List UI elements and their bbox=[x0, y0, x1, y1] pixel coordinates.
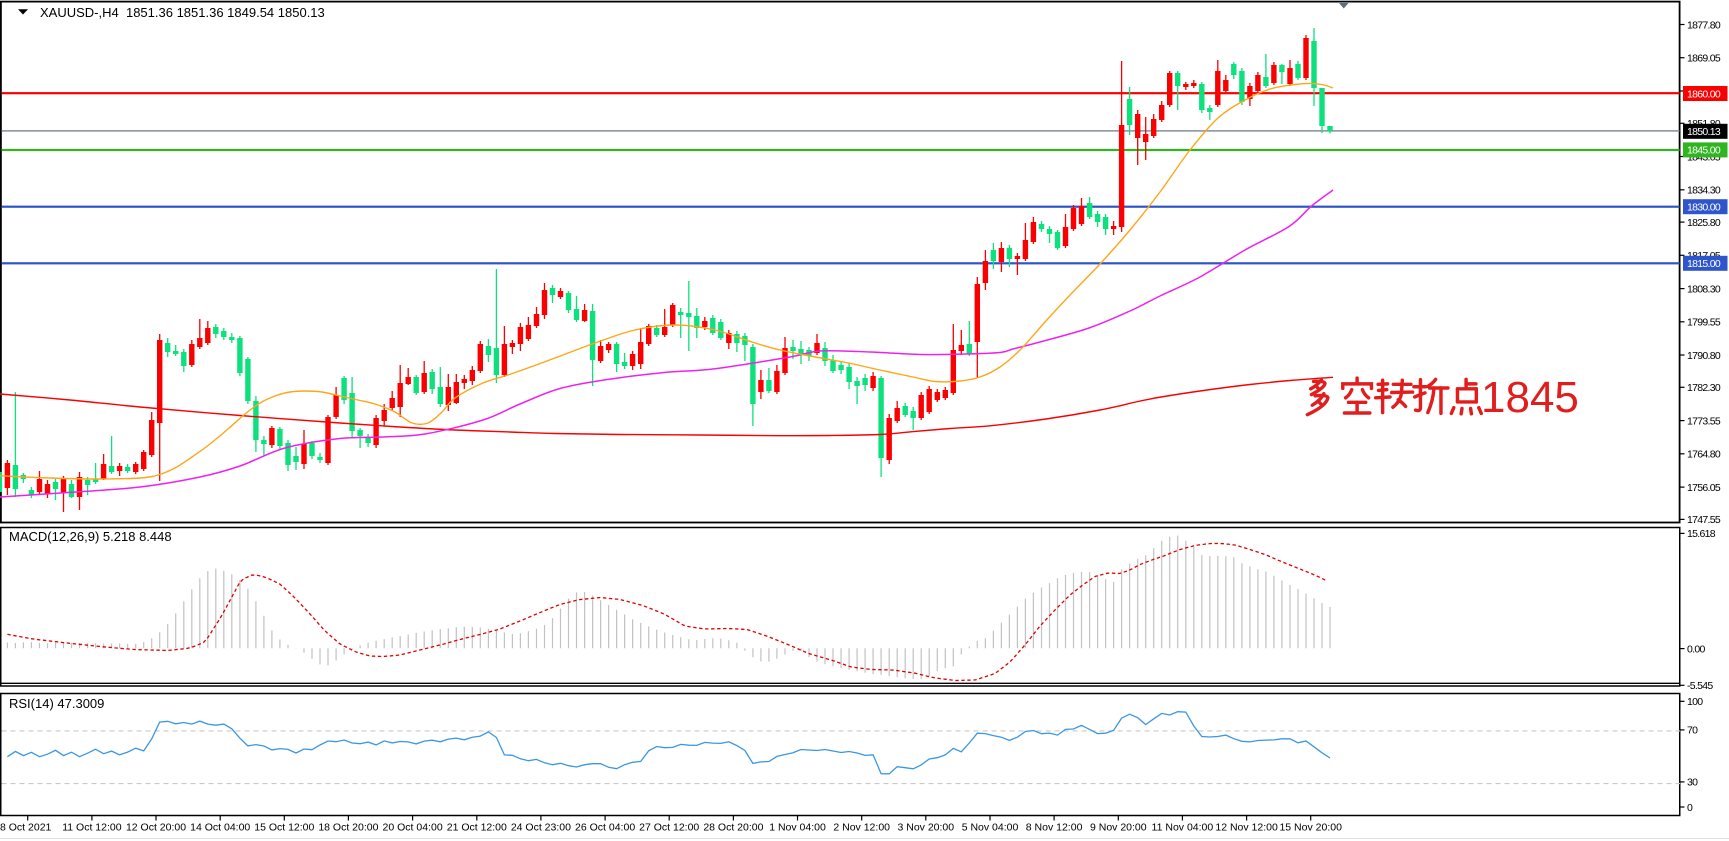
svg-text:27 Oct 12:00: 27 Oct 12:00 bbox=[639, 822, 699, 834]
svg-text:1790.80: 1790.80 bbox=[1687, 350, 1721, 362]
svg-text:70: 70 bbox=[1687, 725, 1698, 737]
svg-text:9 Nov 20:00: 9 Nov 20:00 bbox=[1090, 822, 1147, 834]
svg-text:26 Oct 04:00: 26 Oct 04:00 bbox=[575, 822, 635, 834]
svg-text:1877.80: 1877.80 bbox=[1687, 19, 1721, 31]
svg-text:3 Nov 20:00: 3 Nov 20:00 bbox=[897, 822, 954, 834]
svg-text:RSI(14) 47.3009: RSI(14) 47.3009 bbox=[9, 696, 104, 711]
svg-text:1815.00: 1815.00 bbox=[1687, 258, 1721, 270]
svg-text:11 Oct 12:00: 11 Oct 12:00 bbox=[62, 822, 122, 834]
svg-text:1834.30: 1834.30 bbox=[1687, 185, 1721, 197]
svg-text:1747.55: 1747.55 bbox=[1687, 514, 1721, 526]
svg-text:11 Nov 04:00: 11 Nov 04:00 bbox=[1152, 822, 1214, 834]
svg-text:1799.55: 1799.55 bbox=[1687, 317, 1721, 329]
svg-text:1808.30: 1808.30 bbox=[1687, 283, 1721, 295]
svg-text:24 Oct 23:00: 24 Oct 23:00 bbox=[511, 822, 571, 834]
svg-text:1756.05: 1756.05 bbox=[1687, 482, 1721, 494]
svg-text:8 Oct 2021: 8 Oct 2021 bbox=[0, 822, 52, 834]
svg-text:1 Nov 04:00: 1 Nov 04:00 bbox=[769, 822, 826, 834]
svg-text:2 Nov 12:00: 2 Nov 12:00 bbox=[833, 822, 890, 834]
svg-text:1860.00: 1860.00 bbox=[1687, 88, 1721, 100]
svg-text:15.618: 15.618 bbox=[1687, 528, 1716, 540]
svg-text:MACD(12,26,9) 5.218 8.448: MACD(12,26,9) 5.218 8.448 bbox=[9, 529, 172, 544]
svg-text:1825.80: 1825.80 bbox=[1687, 217, 1721, 229]
svg-text:14 Oct 04:00: 14 Oct 04:00 bbox=[190, 822, 250, 834]
svg-text:5 Nov 04:00: 5 Nov 04:00 bbox=[962, 822, 1019, 834]
svg-text:28 Oct 20:00: 28 Oct 20:00 bbox=[703, 822, 763, 834]
svg-text:12 Nov 12:00: 12 Nov 12:00 bbox=[1215, 822, 1278, 834]
svg-text:-5.545: -5.545 bbox=[1687, 680, 1713, 692]
svg-text:XAUUSD-,H4 1851.36 1851.36 18: XAUUSD-,H4 1851.36 1851.36 1849.54 1850.… bbox=[40, 5, 325, 20]
svg-text:15 Oct 12:00: 15 Oct 12:00 bbox=[254, 822, 314, 834]
svg-text:0.00: 0.00 bbox=[1687, 643, 1705, 655]
svg-text:1773.55: 1773.55 bbox=[1687, 415, 1721, 427]
svg-text:1845: 1845 bbox=[1481, 373, 1579, 422]
svg-text:100: 100 bbox=[1687, 696, 1703, 708]
svg-text:12 Oct 20:00: 12 Oct 20:00 bbox=[126, 822, 186, 834]
svg-text:1782.30: 1782.30 bbox=[1687, 382, 1721, 394]
svg-text:1850.13: 1850.13 bbox=[1687, 126, 1721, 138]
svg-text:30: 30 bbox=[1687, 777, 1698, 789]
svg-text:15 Nov 20:00: 15 Nov 20:00 bbox=[1279, 822, 1342, 834]
svg-text:1869.05: 1869.05 bbox=[1687, 53, 1721, 65]
svg-text:0: 0 bbox=[1687, 802, 1693, 814]
svg-text:1845.00: 1845.00 bbox=[1687, 145, 1721, 157]
svg-text:8 Nov 12:00: 8 Nov 12:00 bbox=[1026, 822, 1083, 834]
svg-text:21 Oct 12:00: 21 Oct 12:00 bbox=[447, 822, 507, 834]
svg-text:1764.80: 1764.80 bbox=[1687, 449, 1721, 461]
svg-text:18 Oct 20:00: 18 Oct 20:00 bbox=[318, 822, 378, 834]
svg-text:1830.00: 1830.00 bbox=[1687, 202, 1721, 214]
svg-text:20 Oct 04:00: 20 Oct 04:00 bbox=[383, 822, 443, 834]
